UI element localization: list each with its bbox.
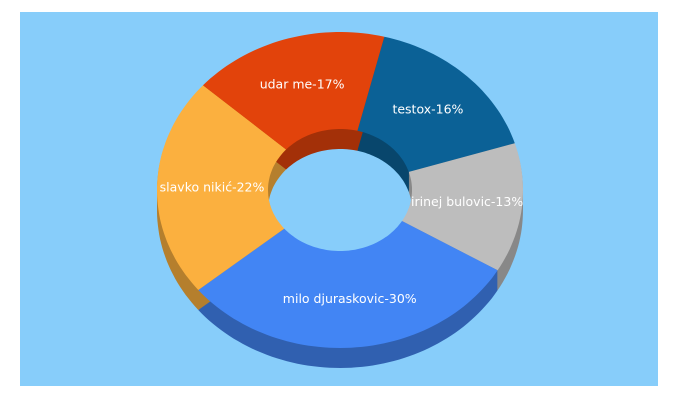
data-label: udar me-17% <box>260 76 345 91</box>
slice <box>198 221 498 348</box>
data-label: testox-16% <box>392 102 463 117</box>
slice <box>357 36 515 172</box>
slice <box>402 143 523 271</box>
data-label: irinej bulovic-13% <box>411 194 523 209</box>
tops <box>157 32 523 348</box>
labels: testox-16% irinej bulovic-13% milo djurask… <box>160 76 524 306</box>
slice <box>203 32 385 150</box>
data-label: slavko nikić-22% <box>160 179 265 194</box>
data-label: milo djuraskovic-30% <box>283 291 417 306</box>
slice <box>157 85 287 290</box>
